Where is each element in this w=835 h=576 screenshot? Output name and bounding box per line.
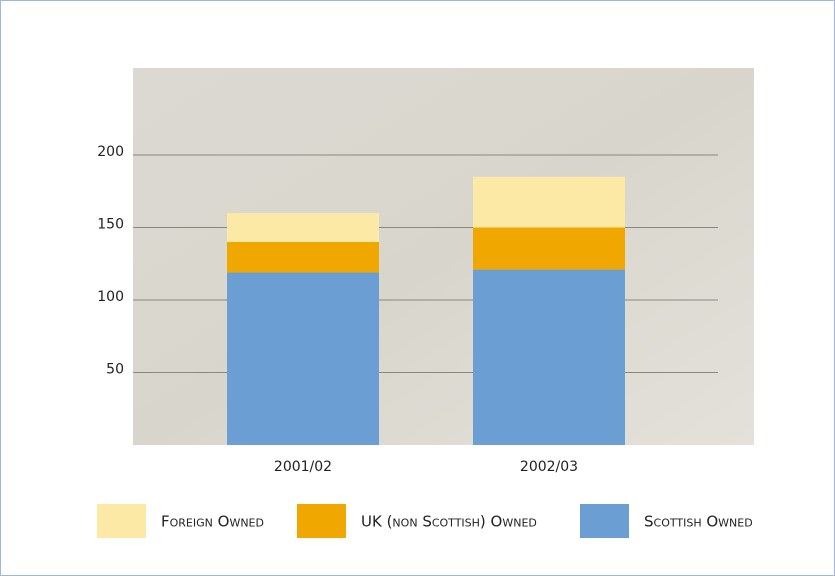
legend-label: UK (non Scottish) Owned [361,513,537,531]
legend-label: Foreign Owned [161,513,264,531]
legend-swatch [97,504,146,538]
bar-segment [227,213,379,242]
bar-segment [473,269,625,445]
y-tick-label: 150 [97,217,124,233]
plot-background [133,68,754,445]
legend-swatch [580,504,629,538]
y-tick-label: 100 [97,289,124,305]
x-tick-label: 2002/03 [520,459,578,475]
bar-segment [473,227,625,270]
bar-segment [227,242,379,273]
bar-segment [473,176,625,228]
x-tick-label: 2001/02 [274,459,332,475]
legend-label: Scottish Owned [644,513,753,531]
bar-segment [227,272,379,445]
legend-swatch [297,504,346,538]
y-tick-label: 50 [106,362,124,378]
y-tick-label: 200 [97,144,124,160]
